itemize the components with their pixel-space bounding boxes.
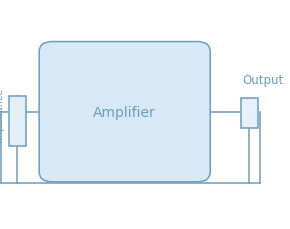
Bar — [9, 96, 26, 147]
Text: Amplifier: Amplifier — [93, 105, 156, 119]
FancyBboxPatch shape — [39, 42, 210, 182]
Text: Output: Output — [242, 74, 284, 87]
Bar — [241, 98, 258, 128]
Text: Impedance: Impedance — [0, 87, 3, 142]
